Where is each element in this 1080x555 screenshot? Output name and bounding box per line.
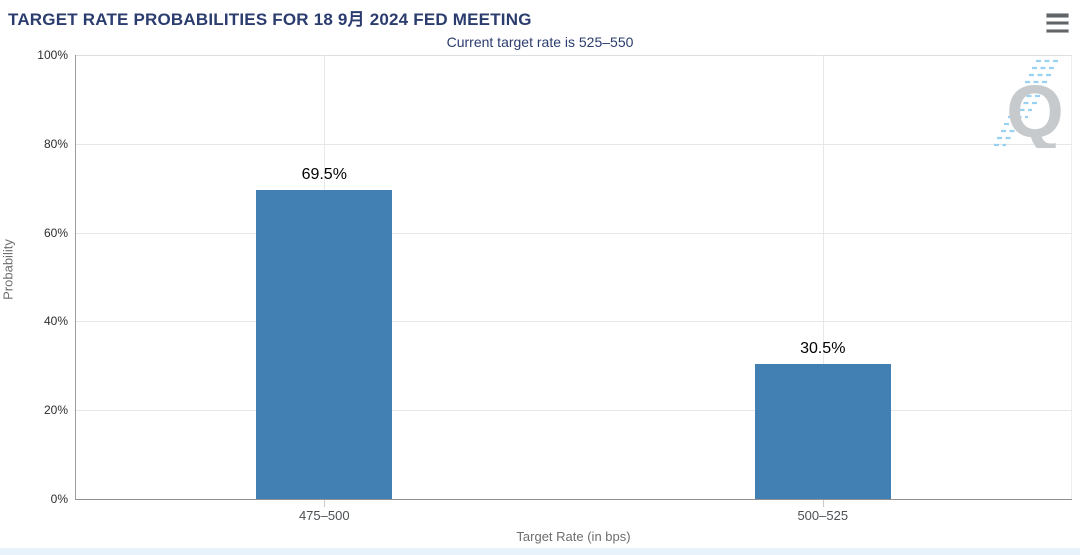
horizontal-gridline xyxy=(75,232,1072,234)
plot-area xyxy=(75,55,1072,499)
x-axis-tick xyxy=(822,500,824,507)
y-tick-label: 80% xyxy=(43,136,68,151)
quikstrike-q-watermark-logo: Q xyxy=(994,59,1064,148)
bar-value-label: 30.5% xyxy=(800,339,846,357)
y-tick-label: 0% xyxy=(50,492,68,506)
y-tick-label: 20% xyxy=(43,403,68,418)
y-tick-label: 60% xyxy=(43,225,68,240)
x-axis-title: Target Rate (in bps) xyxy=(516,529,631,544)
horizontal-gridline xyxy=(75,143,1072,145)
bar-500–525[interactable] xyxy=(754,363,891,499)
vertical-gridline xyxy=(822,55,824,499)
bottom-strip xyxy=(0,548,1080,555)
x-tick-label: 500–525 xyxy=(797,508,849,523)
bar-value-label: 69.5% xyxy=(301,166,347,184)
page-title: TARGET RATE PROBABILITIES FOR 18 9月 2024… xyxy=(8,10,532,29)
y-axis-title: Probability xyxy=(0,239,16,300)
y-tick-label: 40% xyxy=(43,314,68,329)
horizontal-gridline xyxy=(75,321,1072,323)
x-axis-tick xyxy=(324,500,326,507)
hamburger-bar xyxy=(1046,28,1069,33)
hamburger-bar xyxy=(1046,20,1069,26)
chart-subtitle: Current target rate is 525–550 xyxy=(446,34,634,50)
y-tick-label: 100% xyxy=(37,48,68,62)
y-axis-line xyxy=(75,55,76,499)
x-axis-line xyxy=(75,499,1072,500)
bar-475–500[interactable] xyxy=(256,190,393,499)
svg-text:Q: Q xyxy=(1006,70,1064,148)
hamburger-menu-icon[interactable] xyxy=(1046,13,1069,33)
horizontal-gridline xyxy=(75,410,1072,412)
hamburger-bar xyxy=(1046,13,1069,18)
x-tick-label: 475–500 xyxy=(298,508,350,523)
